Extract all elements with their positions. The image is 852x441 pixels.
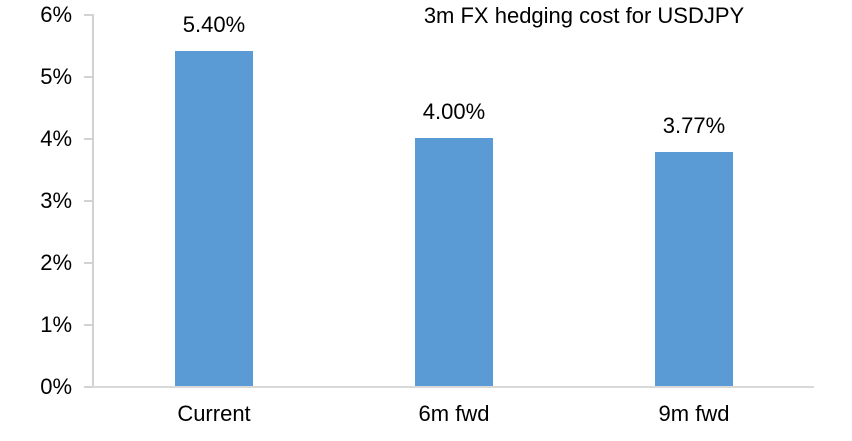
- y-tick-label: 4%: [40, 126, 72, 151]
- y-tick-label: 5%: [40, 64, 72, 89]
- y-tick-label: 6%: [40, 2, 72, 27]
- bar-current: [175, 51, 253, 386]
- y-tick: [84, 200, 92, 202]
- y-tick: [84, 76, 92, 78]
- bar-6m-fwd: [415, 138, 493, 386]
- category-label-current: Current: [177, 401, 251, 426]
- category-label-9m-fwd: 9m fwd: [658, 401, 730, 426]
- y-tick-label: 2%: [40, 250, 72, 275]
- category-label-6m-fwd: 6m fwd: [418, 401, 490, 426]
- y-tick: [84, 138, 92, 140]
- y-tick: [84, 14, 92, 16]
- bar-9m-fwd: [655, 152, 733, 386]
- x-axis-line: [92, 386, 814, 388]
- data-label-6m-fwd: 4.00%: [422, 99, 486, 124]
- y-tick: [84, 324, 92, 326]
- y-tick: [84, 386, 92, 388]
- y-tick-label: 1%: [40, 312, 72, 337]
- data-label-current: 5.40%: [182, 12, 246, 37]
- chart-title: 3m FX hedging cost for USDJPY: [423, 3, 745, 28]
- y-axis-line: [92, 14, 94, 388]
- y-tick: [84, 262, 92, 264]
- data-label-9m-fwd: 3.77%: [662, 113, 726, 138]
- y-tick-label: 3%: [40, 188, 72, 213]
- y-tick-label: 0%: [40, 374, 72, 399]
